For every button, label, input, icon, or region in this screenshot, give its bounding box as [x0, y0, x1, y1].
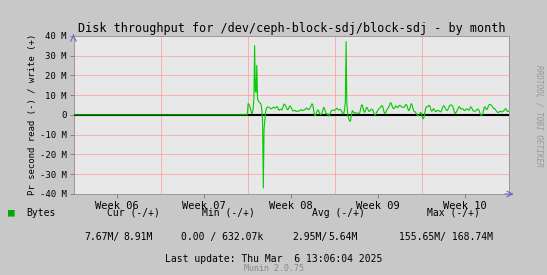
Text: Min (-/+): Min (-/+) — [202, 208, 255, 218]
Text: ■: ■ — [8, 208, 15, 218]
Text: 8.91M: 8.91M — [123, 232, 153, 242]
Text: Max (-/+): Max (-/+) — [427, 208, 480, 218]
Y-axis label: Pr second read (-) / write (+): Pr second read (-) / write (+) — [28, 34, 37, 196]
Text: Cur (-/+): Cur (-/+) — [107, 208, 160, 218]
Text: Munin 2.0.75: Munin 2.0.75 — [243, 264, 304, 273]
Text: Bytes: Bytes — [26, 208, 56, 218]
Text: 0.00 / 632.07k: 0.00 / 632.07k — [181, 232, 263, 242]
Text: Avg (-/+): Avg (-/+) — [312, 208, 365, 218]
Text: 155.65M/ 168.74M: 155.65M/ 168.74M — [399, 232, 493, 242]
Text: Last update: Thu Mar  6 13:06:04 2025: Last update: Thu Mar 6 13:06:04 2025 — [165, 254, 382, 264]
Text: 7.67M/: 7.67M/ — [85, 232, 120, 242]
Text: 5.64M: 5.64M — [328, 232, 358, 242]
Text: 2.95M/: 2.95M/ — [293, 232, 328, 242]
Text: RRDTOOL / TOBI OETIKER: RRDTOOL / TOBI OETIKER — [534, 65, 543, 166]
Title: Disk throughput for /dev/ceph-block-sdj/block-sdj - by month: Disk throughput for /dev/ceph-block-sdj/… — [78, 21, 505, 35]
